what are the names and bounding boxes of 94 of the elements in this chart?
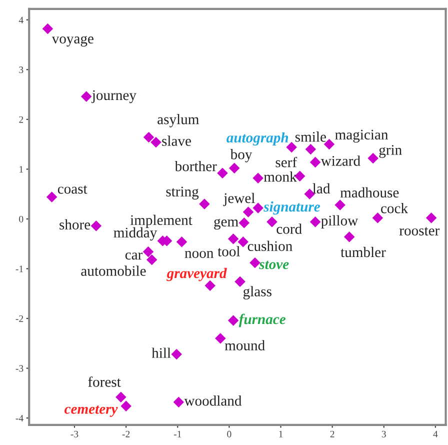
point (228, 233, 239, 244)
point (176, 236, 188, 248)
point (90, 220, 102, 232)
data-label: journey (91, 90, 136, 104)
point (266, 216, 278, 228)
point (242, 206, 254, 218)
point (199, 198, 210, 210)
point (368, 152, 378, 164)
point (173, 396, 184, 408)
data-label: automobile (81, 266, 146, 276)
point (171, 348, 182, 360)
y-tick-label: 0 (19, 216, 24, 222)
x-tick-label: 2 (330, 430, 334, 438)
point (372, 212, 384, 224)
point (215, 332, 226, 344)
point (142, 246, 154, 258)
data-label: graveyard (166, 268, 227, 282)
data-label: string (166, 186, 199, 200)
data-label: coast (58, 185, 88, 194)
x-tick-label: 3 (382, 430, 386, 438)
data-label: rooster (399, 227, 440, 236)
data-label: woodland (184, 395, 242, 406)
point (116, 392, 126, 402)
x-tick-label: 4 (433, 430, 438, 438)
point (305, 144, 316, 155)
data-label: stove (259, 260, 289, 270)
data-label: magician (335, 130, 388, 143)
y-tick-label: -3 (16, 365, 24, 372)
y-tick-label: 3 (19, 66, 24, 74)
data-label: madhouse (340, 187, 399, 198)
point (344, 231, 355, 242)
data-label: car (125, 252, 143, 260)
point (120, 400, 132, 412)
point (238, 236, 248, 248)
point (228, 315, 239, 326)
y-tick-label: 2 (19, 116, 24, 123)
data-label: wizard (320, 156, 360, 166)
data-label: cushion (248, 240, 292, 252)
data-label: asylum (158, 114, 199, 128)
data-label: cock (381, 202, 408, 214)
data-label: voyage (52, 36, 94, 47)
data-label: gem (214, 218, 238, 230)
point (426, 212, 437, 224)
data-label: furnace (238, 314, 286, 328)
y-tick-label: 4 (18, 16, 24, 24)
data-label: smile (295, 132, 326, 142)
x-tick-label: 1 (279, 430, 283, 438)
point (217, 168, 228, 179)
point (80, 91, 92, 102)
data-label: shore (60, 219, 90, 230)
point (310, 216, 321, 228)
data-label: tumbler (340, 246, 386, 258)
point (334, 200, 346, 210)
point (42, 23, 54, 34)
y-tick-label: -4 (16, 414, 24, 422)
data-label: implement (130, 214, 192, 228)
point (238, 218, 250, 228)
data-label: slave (162, 136, 191, 146)
point (252, 172, 264, 184)
point (250, 257, 260, 268)
data-label: mound (224, 340, 265, 350)
data-label: signature (264, 201, 320, 215)
x-tick-label: 0 (227, 430, 232, 438)
data-label: boy (230, 149, 252, 162)
x-tick-label: -3 (70, 430, 78, 438)
data-label: pillow (321, 215, 358, 229)
point (228, 162, 240, 174)
data-label: tool (218, 246, 240, 256)
data-label: noon (184, 250, 214, 258)
point (146, 254, 158, 266)
x-tick-label: -1 (174, 430, 182, 438)
point (143, 132, 154, 143)
data-label: midday (114, 227, 158, 241)
point (286, 142, 297, 153)
data-label: autograph (226, 132, 288, 146)
point (310, 156, 321, 168)
data-label: jewel (223, 192, 255, 206)
data-label: glass (243, 286, 272, 300)
point (150, 136, 162, 148)
data-label: serf (276, 156, 298, 168)
y-tick-label: 1 (20, 166, 23, 173)
point (234, 276, 246, 288)
data-label: grin (379, 145, 402, 158)
data-label: forest (88, 376, 121, 387)
point (46, 192, 58, 202)
data-label: borther (174, 160, 217, 172)
data-label: cord (276, 224, 302, 234)
data-label: cemetery (64, 405, 118, 417)
y-tick-label: -1 (16, 266, 23, 272)
x-tick-label: -2 (122, 430, 130, 438)
data-label: lad (312, 183, 330, 194)
data-label: hill (152, 348, 171, 358)
data-label: monk (264, 172, 297, 182)
y-tick-label: -2 (16, 315, 24, 322)
